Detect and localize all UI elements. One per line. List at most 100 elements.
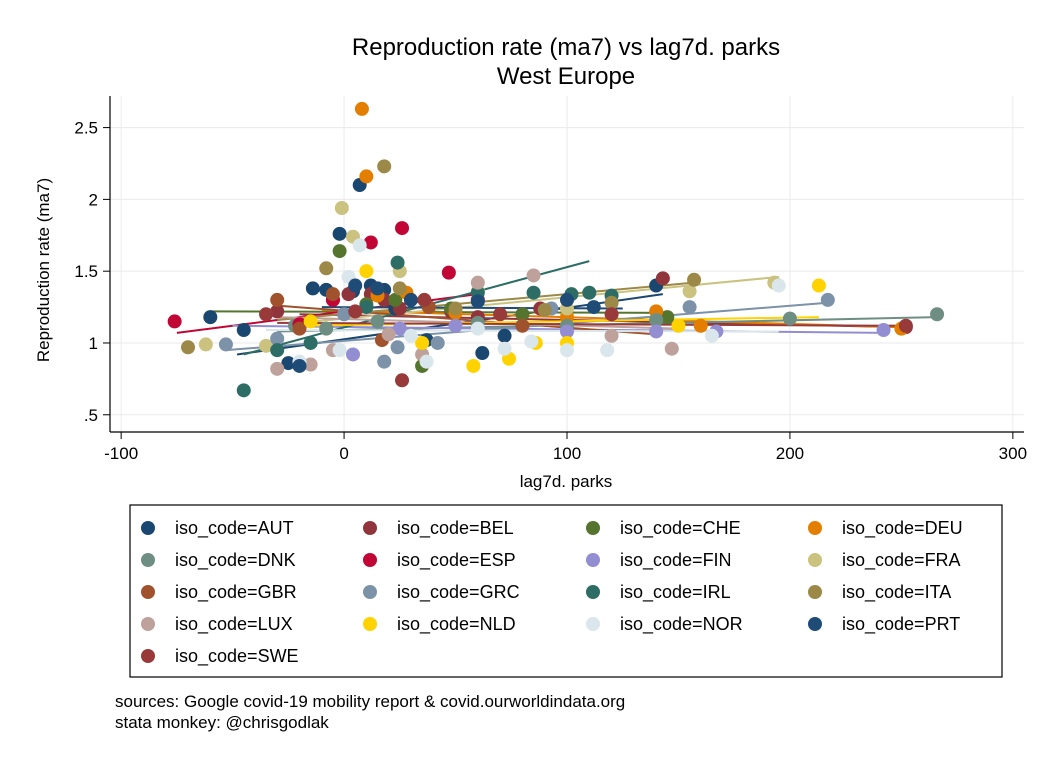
legend-marker	[141, 521, 155, 535]
scatter-point	[203, 310, 218, 325]
scatter-point	[782, 311, 797, 326]
scatter-point	[270, 361, 285, 376]
scatter-point	[470, 294, 485, 309]
chart-subtitle: West Europe	[497, 63, 635, 90]
scatter-point	[348, 278, 363, 293]
scatter-point	[236, 383, 251, 398]
axes: -100 0 100 200 300 .5 1 1.5 2 2.5	[74, 96, 1027, 463]
scatter-point	[281, 356, 296, 371]
scatter-point	[470, 321, 485, 336]
scatter-point	[515, 307, 530, 322]
scatter-point	[604, 307, 619, 322]
scatter-point	[415, 335, 430, 350]
scatter-point	[259, 338, 274, 353]
scatter-point	[395, 373, 410, 388]
scatter-point	[649, 313, 664, 327]
x-tick-label: 300	[999, 444, 1027, 463]
scatter-point	[359, 264, 374, 279]
scatter-point	[682, 284, 697, 299]
legend-marker	[808, 553, 822, 567]
scatter-point	[319, 321, 334, 336]
scatter-point	[167, 314, 182, 329]
legend-label: iso_code=GBR	[175, 582, 297, 603]
scatter-point	[693, 318, 708, 333]
legend-marker	[363, 617, 377, 631]
chart-title: Reproduction rate (ma7) vs lag7d. parks	[352, 34, 780, 61]
scatter-point	[403, 328, 418, 343]
credit-note: stata monkey: @chrisgodlak	[115, 713, 329, 732]
scatter-point	[388, 292, 403, 307]
scatter-point	[448, 301, 463, 316]
legend-marker	[808, 585, 822, 599]
scatter-point	[448, 318, 463, 333]
scatter-point	[526, 268, 541, 283]
scatter-point	[270, 304, 285, 319]
legend-label: iso_code=FIN	[620, 550, 732, 571]
scatter-point	[682, 300, 697, 315]
scatter-point	[515, 318, 530, 333]
scatter-point	[820, 292, 835, 307]
scatter-point	[419, 354, 434, 369]
scatter-point	[664, 341, 679, 356]
scatter-point	[292, 358, 307, 373]
legend-marker	[586, 553, 600, 567]
y-tick-label: 2.5	[74, 119, 98, 138]
scatter-point	[305, 281, 320, 296]
x-tick-label: -100	[104, 444, 138, 463]
source-note: sources: Google covid-19 mobility report…	[115, 692, 625, 711]
scatter-point	[370, 314, 385, 329]
scatter-point	[497, 341, 512, 356]
data-points	[167, 101, 945, 398]
scatter-point	[292, 321, 307, 336]
x-tick-label: 200	[776, 444, 804, 463]
scatter-point	[325, 287, 340, 302]
x-axis-title: lag7d. parks	[520, 472, 613, 491]
scatter-point	[604, 328, 619, 343]
scatter-point	[395, 221, 410, 236]
legend-label: iso_code=CHE	[620, 518, 741, 539]
legend-marker	[586, 585, 600, 599]
scatter-point	[236, 323, 251, 338]
scatter-point	[660, 310, 675, 325]
scatter-point	[345, 347, 360, 362]
scatter-point	[560, 292, 574, 307]
scatter-point	[687, 272, 702, 287]
scatter-point	[377, 159, 392, 174]
scatter-point	[303, 357, 318, 372]
legend: iso_code=AUT iso_code=BEL iso_code=CHE iso_…	[141, 518, 963, 667]
scatter-point	[218, 337, 233, 352]
scatter-point	[270, 343, 285, 358]
scatter-point	[560, 324, 574, 339]
legend-label: iso_code=PRT	[842, 614, 960, 635]
scatter-point	[771, 278, 786, 293]
grid-lines	[110, 96, 1024, 432]
scatter-point	[370, 281, 385, 296]
scatter-point	[270, 292, 285, 307]
scatter-point	[493, 307, 508, 322]
scatter-point	[381, 327, 396, 342]
scatter-point	[930, 307, 945, 322]
scatter-point	[348, 304, 363, 319]
legend-marker	[808, 521, 822, 535]
scatter-point	[270, 331, 285, 346]
scatter-point	[537, 302, 552, 317]
y-tick-label: .5	[84, 406, 98, 425]
scatter-point	[332, 244, 347, 259]
legend-label: iso_code=ITA	[842, 582, 951, 603]
legend-label: iso_code=DEU	[842, 518, 963, 539]
scatter-point	[671, 318, 686, 333]
legend-label: iso_code=NOR	[620, 614, 743, 635]
scatter-point	[392, 321, 407, 336]
x-tick-label: 100	[553, 444, 581, 463]
legend-label: iso_code=LUX	[175, 614, 293, 635]
scatter-point	[526, 285, 541, 300]
scatter-point	[430, 335, 445, 350]
legend-label: iso_code=DNK	[175, 550, 296, 571]
x-tick-label: 0	[339, 444, 348, 463]
scatter-point	[319, 261, 334, 276]
scatter-point	[655, 271, 670, 286]
scatter-point	[876, 323, 891, 338]
scatter-point	[475, 346, 490, 361]
scatter-point	[352, 238, 367, 253]
y-tick-label: 1.5	[74, 262, 98, 281]
